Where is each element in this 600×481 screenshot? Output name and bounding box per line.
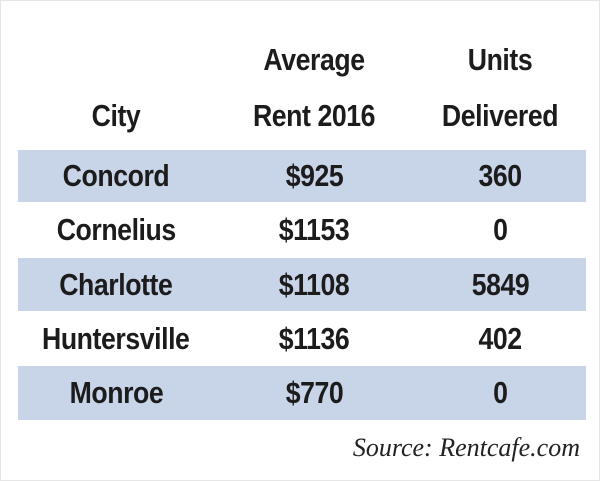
source-caption: Source: Rentcafe.com <box>352 433 580 462</box>
table-row: Concord $925 360 <box>18 150 586 202</box>
header-average-rent: Average Rent 2016 <box>228 40 400 144</box>
table-row: Charlotte $1108 5849 <box>18 258 586 311</box>
header-rent-line-1: Average <box>263 42 365 77</box>
city-cell: Huntersville <box>42 320 190 356</box>
header-city-line-1: City <box>91 98 141 133</box>
header-units-line-2: Delivered <box>441 98 559 133</box>
table-row: Monroe $770 0 <box>18 366 586 420</box>
units-cell: 5849 <box>471 266 529 302</box>
city-cell: Charlotte <box>59 266 173 302</box>
city-cell: Concord <box>62 158 170 193</box>
header-units-delivered: Units Delivered <box>426 40 574 144</box>
table-header: City Average Rent 2016 Units Delivered <box>18 40 586 144</box>
table-row: Huntersville $1136 402 <box>18 311 586 366</box>
table-row: Cornelius $1153 0 <box>18 202 586 258</box>
city-cell: Cornelius <box>56 212 176 247</box>
units-cell: 0 <box>492 375 508 410</box>
header-rent-line-2: Rent 2016 <box>252 98 376 133</box>
rent-cell: $770 <box>285 375 343 410</box>
header-city: City <box>32 40 201 144</box>
rent-cell: $1153 <box>278 212 350 247</box>
units-cell: 402 <box>478 320 522 356</box>
rent-cell: $925 <box>285 158 343 193</box>
rent-cell: $1108 <box>278 266 350 302</box>
units-cell: 360 <box>478 158 522 193</box>
table-body: Concord $925 360 Cornelius $1153 0 Charl… <box>18 150 586 420</box>
units-cell: 0 <box>492 212 508 247</box>
rent-cell: $1136 <box>278 320 350 356</box>
city-cell: Monroe <box>69 375 163 410</box>
header-units-line-1: Units <box>467 42 533 77</box>
